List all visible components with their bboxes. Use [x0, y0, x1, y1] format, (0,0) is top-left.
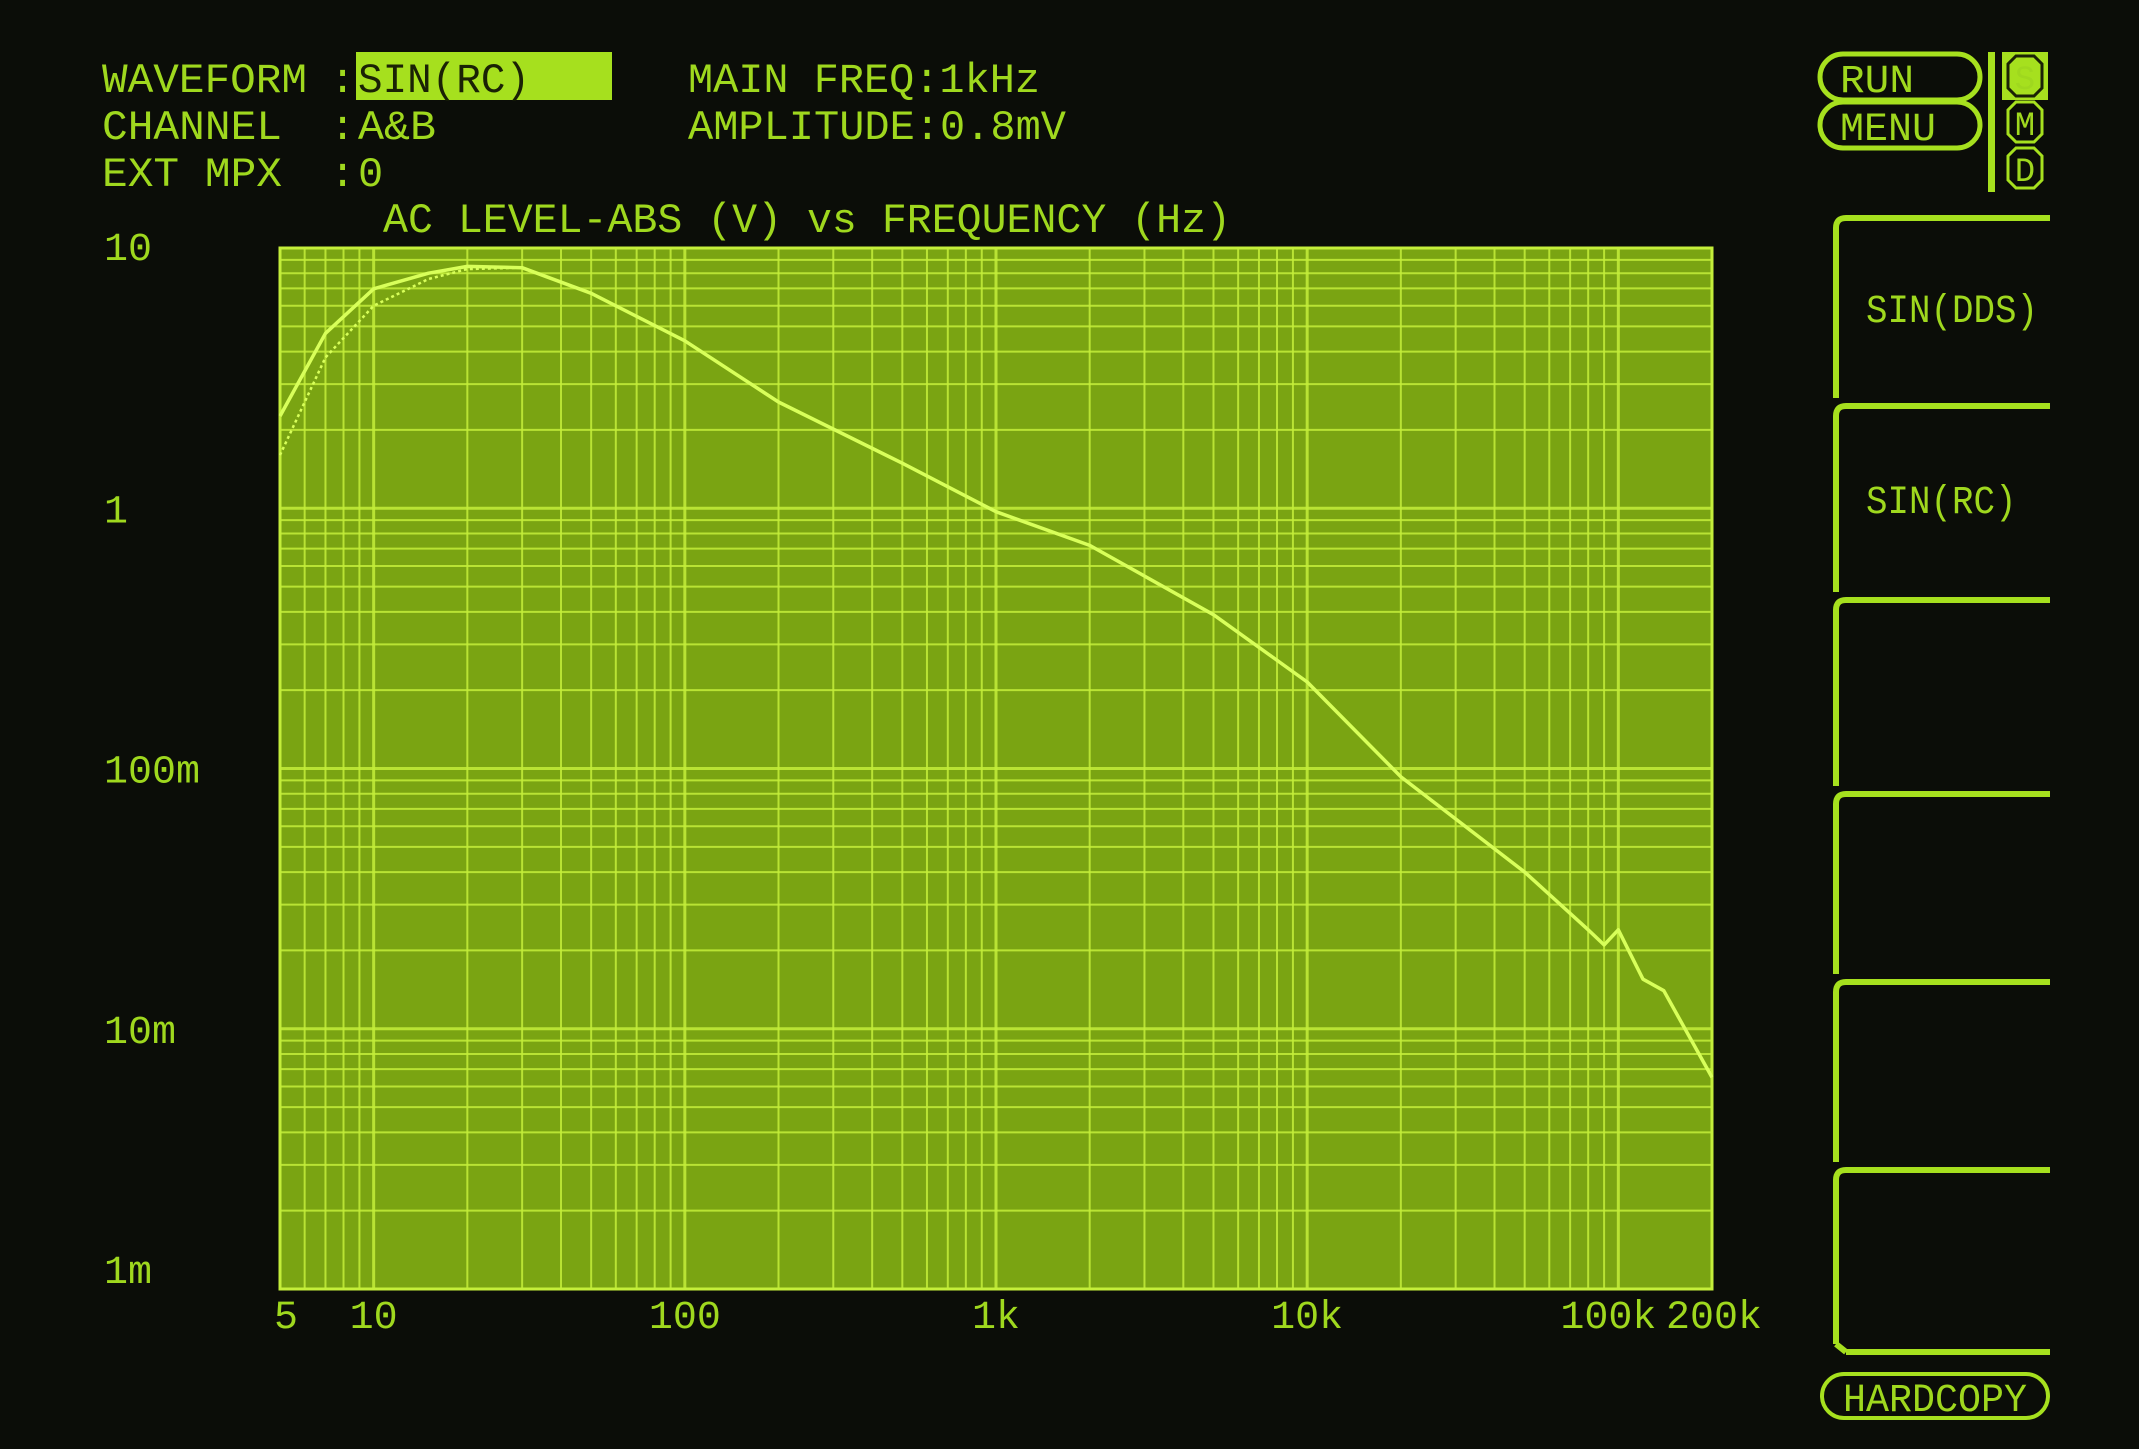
x-tick-label: 10: [350, 1296, 398, 1341]
softkey-frame: [1833, 597, 2050, 786]
softkey-frame: [1833, 215, 2050, 398]
mode-indicators: SMD: [2002, 52, 2048, 192]
divider: [1988, 52, 1995, 192]
x-tick-label: 100: [649, 1296, 721, 1341]
mode-d-indicator[interactable]: D: [2006, 146, 2044, 192]
x-tick-label: 100k: [1560, 1296, 1656, 1341]
softkey-label: SIN(DDS): [1866, 290, 2038, 335]
softkey-2[interactable]: SIN(RC): [1833, 403, 2050, 592]
mode-m-indicator[interactable]: M: [2006, 100, 2044, 146]
plot-area: 5 10 100 1k 10k 100k 200k 10 1 100m 10m 1m: [104, 228, 1762, 1341]
x-tick-label: 5: [274, 1296, 298, 1341]
waveform-value-highlight[interactable]: [356, 52, 612, 100]
ext-mpx-value: 0: [358, 151, 383, 199]
run-label: RUN: [1840, 60, 1914, 105]
softkey-frame: [1833, 979, 2050, 1162]
softkey-1[interactable]: SIN(DDS): [1833, 215, 2050, 398]
softkey-4[interactable]: [1833, 791, 2050, 974]
y-tick-label: 1m: [104, 1251, 152, 1296]
hardcopy-button[interactable]: HARDCOPY: [1820, 1372, 2050, 1424]
softkey-6[interactable]: [1833, 1167, 2050, 1344]
header: WAVEFORM : SIN(RC) CHANNEL : A&B EXT MPX…: [102, 52, 1231, 245]
softkey-frame-corner: [1834, 1341, 1848, 1355]
menu-button-frame[interactable]: [1817, 99, 1983, 151]
softkey-3[interactable]: [1833, 597, 2050, 786]
y-tick-label: 100m: [104, 751, 200, 796]
hardcopy-label: HARDCOPY: [1843, 1379, 2027, 1424]
channel-value: A&B: [358, 104, 436, 152]
colon: :: [330, 104, 355, 152]
x-tick-label: 200k: [1666, 1296, 1762, 1341]
y-tick-label: 1: [104, 490, 128, 535]
softkey-frame: [1833, 1167, 2050, 1344]
ext-mpx-label: EXT MPX: [102, 151, 282, 199]
waveform-value: SIN(RC): [358, 57, 530, 105]
mode-label: D: [2015, 154, 2035, 192]
x-axis-ticks: 5 10 100 1k 10k 100k 200k: [274, 1296, 1762, 1341]
trace-b: [278, 266, 1714, 1079]
grid: [278, 246, 1714, 1291]
y-axis-ticks: 10 1 100m 10m 1m: [104, 228, 200, 1296]
chart-title: AC LEVEL-ABS (V) vs FREQUENCY (Hz): [383, 197, 1231, 245]
softkey-panel: SIN(DDS) SIN(RC): [1833, 215, 2050, 1355]
hardcopy-frame[interactable]: [1820, 1372, 2050, 1420]
traces: [278, 264, 1714, 1079]
mode-s-indicator[interactable]: S: [2002, 52, 2048, 100]
y-tick-label: 10m: [104, 1011, 176, 1056]
x-tick-label: 10k: [1271, 1296, 1343, 1341]
octagon-frame: [2006, 100, 2044, 144]
menu-label: MENU: [1840, 108, 1936, 153]
softkey-5[interactable]: [1833, 979, 2050, 1162]
plot-border: [278, 246, 1714, 1291]
x-tick-label: 1k: [972, 1296, 1020, 1341]
colon: :: [330, 57, 355, 105]
softkey-frame: [1833, 403, 2050, 592]
mode-active-highlight: [2002, 52, 2048, 100]
main-freq: MAIN FREQ:1kHz: [688, 57, 1040, 105]
softkey-label: SIN(RC): [1866, 481, 2017, 526]
run-button[interactable]: RUN: [1817, 51, 1983, 105]
colon: :: [330, 151, 355, 199]
softkey-frame: [1833, 791, 2050, 974]
amplitude: AMPLITUDE:0.8mV: [688, 104, 1066, 152]
waveform-label: WAVEFORM: [102, 57, 307, 105]
octagon-frame: [2006, 54, 2044, 98]
menu-button[interactable]: MENU: [1817, 99, 1983, 153]
mode-label: M: [2015, 108, 2035, 146]
octagon-frame: [2006, 146, 2044, 190]
channel-label: CHANNEL: [102, 104, 282, 152]
y-tick-label: 10: [104, 228, 152, 273]
mode-label: S: [2015, 62, 2035, 100]
